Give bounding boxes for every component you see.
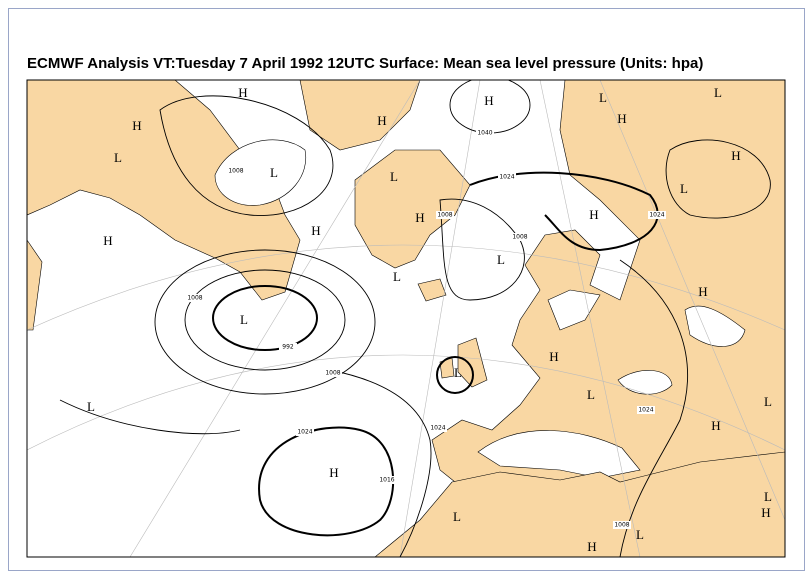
isobar-label-bg — [436, 211, 454, 219]
isobar-label-bg — [648, 211, 666, 219]
isobar-label-bg — [637, 406, 655, 414]
isobar-label: 1024 — [430, 425, 445, 432]
pressure-center: H — [311, 223, 320, 238]
pressure-center: L — [454, 365, 462, 380]
map-frame — [26, 79, 786, 558]
isobar-label: 1024 — [638, 407, 653, 414]
pressure-center: L — [87, 399, 95, 414]
na-coast — [27, 239, 43, 331]
isobar-label: 1008 — [325, 370, 340, 377]
isobar-label: 1008 — [437, 212, 452, 219]
graticule — [27, 80, 785, 557]
isobar-label: 1024 — [649, 212, 664, 219]
pressure-center: H — [711, 418, 720, 433]
isobar-label-bg — [498, 173, 516, 181]
pressure-center: L — [714, 85, 722, 100]
isobar-label: 1024 — [499, 174, 514, 181]
isobar-label-bg — [429, 424, 447, 432]
pressure-center: H — [415, 210, 424, 225]
pressure-center: H — [549, 349, 558, 364]
isobar-label-bg — [476, 129, 494, 137]
ireland — [439, 357, 455, 379]
pressure-center: H — [238, 85, 247, 100]
pressure-center: H — [761, 505, 770, 520]
pressure-center: H — [589, 207, 598, 222]
pressure-center: L — [680, 181, 688, 196]
isobar-label-bg — [279, 343, 297, 351]
pressure-center: L — [270, 165, 278, 180]
pressure-center: L — [453, 509, 461, 524]
pressure-center: L — [497, 252, 505, 267]
isobar-label-bg — [613, 521, 631, 529]
pressure-center: L — [764, 489, 772, 504]
isobar-label: 1008 — [614, 522, 629, 529]
isobar-label-bg — [511, 233, 529, 241]
pressure-center: H — [377, 113, 386, 128]
black-sea — [617, 370, 673, 395]
mediterranean — [477, 430, 641, 479]
pressure-center: L — [587, 387, 595, 402]
pressure-center: L — [636, 527, 644, 542]
greenland — [354, 149, 471, 269]
africa — [374, 451, 785, 557]
isobar-labels: 1040 1024 1008 1024 1008 1008 1008 992 1008 1024 1… — [186, 129, 666, 529]
pressure-center: H — [587, 539, 596, 554]
isobar-label: 1024 — [297, 429, 312, 436]
pressure-center: H — [132, 118, 141, 133]
isobar-label-bg — [324, 369, 342, 377]
great-britain — [457, 337, 488, 388]
pressure-center: H — [103, 233, 112, 248]
north-america — [27, 80, 301, 301]
caspian — [684, 305, 746, 347]
map-title: ECMWF Analysis VT:Tuesday 7 April 1992 1… — [27, 55, 703, 72]
pressure-center: L — [114, 150, 122, 165]
pressure-center: L — [764, 394, 772, 409]
arctic-islands — [299, 80, 421, 151]
pressure-center: H — [698, 284, 707, 299]
isobar-label: 992 — [282, 344, 294, 351]
pressure-center: H — [731, 148, 740, 163]
pressure-center: L — [599, 90, 607, 105]
isobar-label: 1008 — [228, 168, 243, 175]
pressure-center: H — [617, 111, 626, 126]
isobar-label-bg — [227, 167, 245, 175]
isobar-label: 1008 — [187, 295, 202, 302]
hudson-bay — [214, 139, 307, 206]
pressure-center: L — [390, 169, 398, 184]
baltic — [547, 289, 601, 331]
pressure-center: L — [240, 312, 248, 327]
isobar-label-bg — [186, 294, 204, 302]
iceland — [417, 278, 447, 302]
pressure-center: H — [329, 465, 338, 480]
isobar-label: 1016 — [379, 477, 394, 484]
pressure-center: L — [393, 269, 401, 284]
isobar-label-bg — [378, 476, 396, 484]
outer-border — [8, 8, 805, 571]
map-area — [27, 80, 785, 557]
isobar-label: 1040 — [477, 130, 492, 137]
isobar-label-bg — [296, 428, 314, 436]
pressure-center: H — [484, 93, 493, 108]
isobar-label: 1008 — [512, 234, 527, 241]
